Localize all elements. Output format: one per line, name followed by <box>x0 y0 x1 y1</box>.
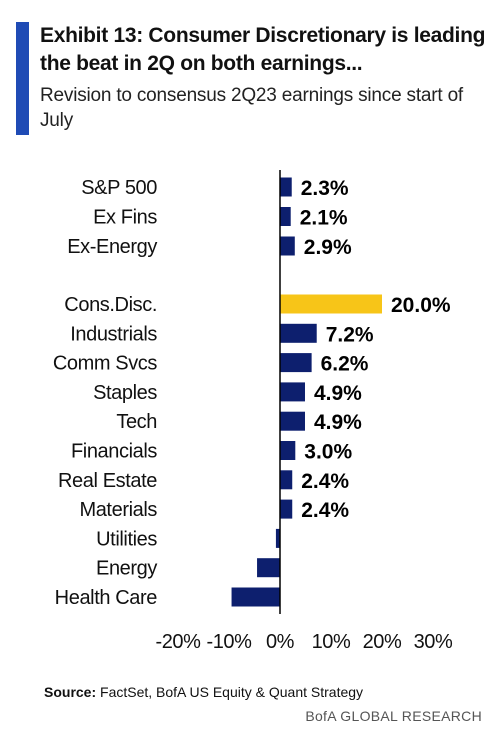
brand-footer: BofA GLOBAL RESEARCH <box>305 708 482 724</box>
category-label: Ex Fins <box>93 207 157 229</box>
x-tick-label: -10% <box>206 631 252 653</box>
title-accent-bar <box>16 22 29 135</box>
category-label: S&P 500 <box>81 177 157 199</box>
bar <box>280 411 305 431</box>
data-label: 2.9% <box>304 236 352 259</box>
bar <box>280 470 293 490</box>
bar <box>280 236 295 256</box>
source-label: Source: <box>44 684 97 700</box>
bar <box>280 499 293 519</box>
data-label: 2.4% <box>301 499 349 522</box>
chart-subtitle: Revision to consensus 2Q23 earnings sinc… <box>40 85 464 131</box>
category-label: Utilities <box>96 528 157 550</box>
bar <box>257 558 280 578</box>
bar <box>280 177 292 197</box>
data-label: 2.4% <box>301 470 349 493</box>
data-label: 4.9% <box>314 382 362 405</box>
category-label: Materials <box>79 499 157 521</box>
category-label: Tech <box>116 411 157 433</box>
category-label: Financials <box>71 441 157 463</box>
category-label: Staples <box>93 382 157 404</box>
x-tick-label: 20% <box>363 631 402 653</box>
category-label: Comm Svcs <box>53 353 158 375</box>
bar <box>280 323 317 343</box>
data-label: 2.3% <box>301 177 349 200</box>
bar <box>280 353 312 373</box>
category-label: Cons.Disc. <box>64 294 157 316</box>
category-label: Health Care <box>55 587 158 609</box>
x-tick-label: 10% <box>312 631 351 653</box>
data-label: 3.0% <box>304 441 352 464</box>
category-label: Energy <box>96 558 157 580</box>
data-label: 2.1% <box>300 207 348 230</box>
x-tick-label: 0% <box>266 631 295 653</box>
source-text: FactSet, BofA US Equity & Quant Strategy <box>100 684 364 700</box>
source-note: Source: FactSet, BofA US Equity & Quant … <box>44 684 363 700</box>
bar-chart: S&P 500 2.3% Ex Fins 2.1% Ex-Energy 2.9% Cons.… <box>53 170 453 653</box>
x-tick-label: -20% <box>155 631 201 653</box>
category-label: Real Estate <box>58 470 157 492</box>
category-label: Industrials <box>70 323 157 345</box>
bar <box>280 294 382 314</box>
bar <box>231 587 280 607</box>
data-label: 20.0% <box>391 294 451 317</box>
bar <box>280 207 291 226</box>
category-label: Ex-Energy <box>67 236 157 258</box>
data-label: 4.9% <box>314 411 362 434</box>
data-label: 6.2% <box>321 353 369 376</box>
bar <box>280 382 305 402</box>
x-tick-label: 30% <box>414 631 453 653</box>
bar <box>275 528 280 548</box>
bar <box>280 441 296 460</box>
chart-title: Exhibit 13: Consumer Discretionary is le… <box>40 24 486 75</box>
data-label: 7.2% <box>326 323 374 346</box>
